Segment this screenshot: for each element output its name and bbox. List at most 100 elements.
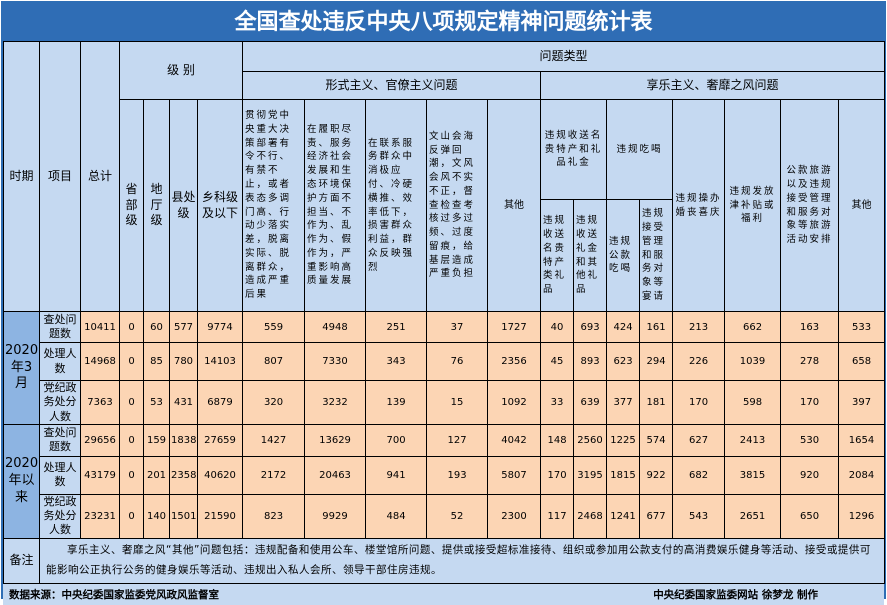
value-cell: 2358: [169, 455, 198, 495]
value-cell: 14968: [80, 342, 120, 381]
value-cell: 1815: [606, 455, 641, 495]
value-cell: 627: [672, 423, 726, 457]
item-cell: 查处问题数: [39, 423, 81, 457]
value-cell: 3195: [573, 455, 608, 495]
value-cell: 201: [143, 455, 170, 495]
item-cell: 查处问题数: [39, 311, 81, 343]
value-cell: 161: [639, 311, 674, 343]
value-cell: 1039: [724, 342, 782, 381]
period-cell: 2020年3月: [3, 311, 40, 425]
value-cell: 2413: [724, 423, 782, 457]
credit: 中央纪委国家监委网站 徐梦龙 制作: [653, 588, 818, 601]
header-formalism-col: 贯彻党中央重大决策部署有令不行、有禁不止，或者表态多调门高、行动少落实差，脱离实…: [242, 99, 306, 312]
value-cell: 27659: [196, 423, 244, 457]
value-cell: 40620: [196, 455, 244, 495]
value-cell: 0: [119, 493, 144, 539]
value-cell: 7330: [304, 342, 367, 381]
value-cell: 397: [838, 380, 886, 425]
value-cell: 780: [169, 342, 198, 381]
table-row: 处理人数 43179 0 201 2358 40620 2172 20463 941 193 580…: [4, 455, 886, 495]
value-cell: 193: [426, 455, 489, 495]
header-formalism: 形式主义、官僚主义问题: [242, 71, 542, 100]
header-gifts-sub: 违规收送名贵特产类礼品: [540, 199, 575, 312]
value-cell: 6879: [196, 380, 244, 425]
table-row: 2020年3月 查处问题数 10411 0 60 577 9774 559 4948 251 37 1…: [3, 311, 886, 425]
value-cell: 0: [119, 311, 144, 343]
header-dining-sub: 违规公款吃喝: [606, 199, 641, 312]
data-source: 数据来源：中央纪委国家监委党风政风监督室: [9, 588, 219, 601]
value-cell: 29656: [80, 423, 120, 457]
value-cell: 3815: [724, 455, 782, 495]
value-cell: 650: [780, 493, 840, 539]
value-cell: 639: [573, 380, 608, 425]
value-cell: 658: [838, 342, 886, 381]
value-cell: 21590: [196, 493, 244, 539]
value-cell: 2172: [242, 455, 306, 495]
value-cell: 559: [242, 311, 306, 343]
value-cell: 922: [639, 455, 674, 495]
value-cell: 320: [242, 380, 306, 425]
value-cell: 294: [639, 342, 674, 381]
item-cell: 处理人数: [39, 455, 81, 495]
value-cell: 53: [143, 380, 170, 425]
value-cell: 52: [426, 493, 489, 539]
header-hedonism-other: 其他: [838, 99, 886, 312]
value-cell: 3232: [304, 380, 367, 425]
header-level: 级 别: [118, 41, 244, 100]
value-cell: 0: [119, 342, 144, 381]
table-row: 处理人数 14968 0 85 780 14103 807 7330 343 76 2356 45 89…: [4, 342, 886, 381]
header-level-township: 乡科级及以下: [196, 99, 244, 312]
value-cell: 574: [639, 423, 674, 457]
value-cell: 431: [169, 380, 198, 425]
value-cell: 693: [573, 311, 608, 343]
value-cell: 700: [365, 423, 428, 457]
value-cell: 37: [426, 311, 489, 343]
table-row: 党纪政务处分人数 23231 0 140 1501 21590 823 9929 484 52 23…: [4, 493, 886, 539]
value-cell: 1092: [487, 380, 542, 425]
value-cell: 170: [540, 455, 575, 495]
value-cell: 14103: [196, 342, 244, 381]
header-level-province: 省部级: [119, 99, 144, 312]
value-cell: 127: [426, 423, 489, 457]
value-cell: 170: [780, 380, 840, 425]
header-gifts-sub: 违规收送礼金和其他礼品: [573, 199, 608, 312]
value-cell: 278: [780, 342, 840, 381]
value-cell: 20463: [304, 455, 367, 495]
value-cell: 577: [169, 311, 198, 343]
value-cell: 163: [780, 311, 840, 343]
header-total: 总计: [80, 41, 120, 312]
value-cell: 4042: [487, 423, 542, 457]
item-cell: 党纪政务处分人数: [39, 380, 81, 425]
header-period: 时期: [3, 41, 40, 312]
value-cell: 159: [143, 423, 170, 457]
value-cell: 181: [639, 380, 674, 425]
header-formalism-col: 文山会海反弹回潮，文风会风不实不正，督查检查考核过多过频、过度留痕，给基层造成严…: [426, 99, 489, 312]
value-cell: 0: [119, 380, 144, 425]
value-cell: 9774: [196, 311, 244, 343]
value-cell: 530: [780, 423, 840, 457]
value-cell: 7363: [80, 380, 120, 425]
page-title: 全国查处违反中央八项规定精神问题统计表: [3, 3, 884, 41]
header-level-county: 县处级: [169, 99, 198, 312]
value-cell: 2300: [487, 493, 542, 539]
value-cell: 2560: [573, 423, 608, 457]
header-level-bureau: 地厅级: [143, 99, 170, 312]
value-cell: 45: [540, 342, 575, 381]
header-formalism-col: 在联系服务群众中消极应付、冷硬横推、效率低下，损害群众利益，群众反映强烈: [365, 99, 428, 312]
value-cell: 1727: [487, 311, 542, 343]
value-cell: 662: [724, 311, 782, 343]
header-hedonism-col: 违规发放津补贴或福利: [724, 99, 782, 312]
table-row: 党纪政务处分人数 7363 0 53 431 6879 320 3232 139 15 1092 33…: [4, 380, 886, 425]
value-cell: 941: [365, 455, 428, 495]
value-cell: 2651: [724, 493, 782, 539]
value-cell: 33: [540, 380, 575, 425]
value-cell: 76: [426, 342, 489, 381]
value-cell: 893: [573, 342, 608, 381]
header-formalism-other: 其他: [487, 99, 542, 312]
value-cell: 226: [672, 342, 726, 381]
value-cell: 170: [672, 380, 726, 425]
value-cell: 2356: [487, 342, 542, 381]
header-dining-sub: 违规接受管理和服务对象等宴请: [639, 199, 674, 312]
value-cell: 343: [365, 342, 428, 381]
